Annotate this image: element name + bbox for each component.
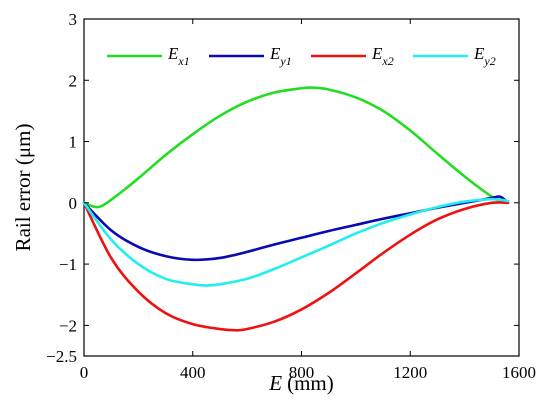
y-tick-label: 1 — [69, 133, 78, 152]
y-tick-label: −2 — [59, 316, 77, 335]
ticks-group: 0 400 800 1200 1600 3 2 1 0 −1 −2 −2.5 — [46, 10, 536, 382]
x-tick-label: 0 — [80, 363, 89, 382]
series-line-ex1 — [82, 86, 504, 209]
y-tick-label: 2 — [69, 71, 78, 90]
legend-label-ex2: Ex2 — [371, 44, 394, 68]
y-axis-label: Rail error (μm) — [11, 124, 35, 252]
series-line-ex2 — [82, 201, 510, 332]
y-tick-label: −2.5 — [46, 347, 77, 366]
x-axis-label: E (mm) — [268, 371, 333, 395]
legend-label-ex1: Ex1 — [167, 44, 190, 68]
y-tick-label: −1 — [59, 255, 77, 274]
x-tick-label: 1200 — [393, 363, 427, 382]
legend: Ex1 Ey1 Ex2 Ey2 — [107, 44, 496, 68]
plot-frame — [83, 18, 520, 357]
x-tick-label: 1600 — [502, 363, 536, 382]
legend-label-ey1: Ey1 — [269, 44, 292, 68]
x-axis-label-unit: (mm) — [287, 371, 334, 395]
x-tick-label: 800 — [289, 363, 315, 382]
x-tick-label: 400 — [180, 363, 206, 382]
y-tick-label: 0 — [69, 194, 78, 213]
y-tick-label: 3 — [69, 10, 78, 29]
curves-group — [82, 86, 510, 332]
legend-label-ey2: Ey2 — [473, 44, 496, 68]
series-line-ey2 — [82, 197, 510, 287]
x-axis-label-var: E — [268, 371, 282, 395]
